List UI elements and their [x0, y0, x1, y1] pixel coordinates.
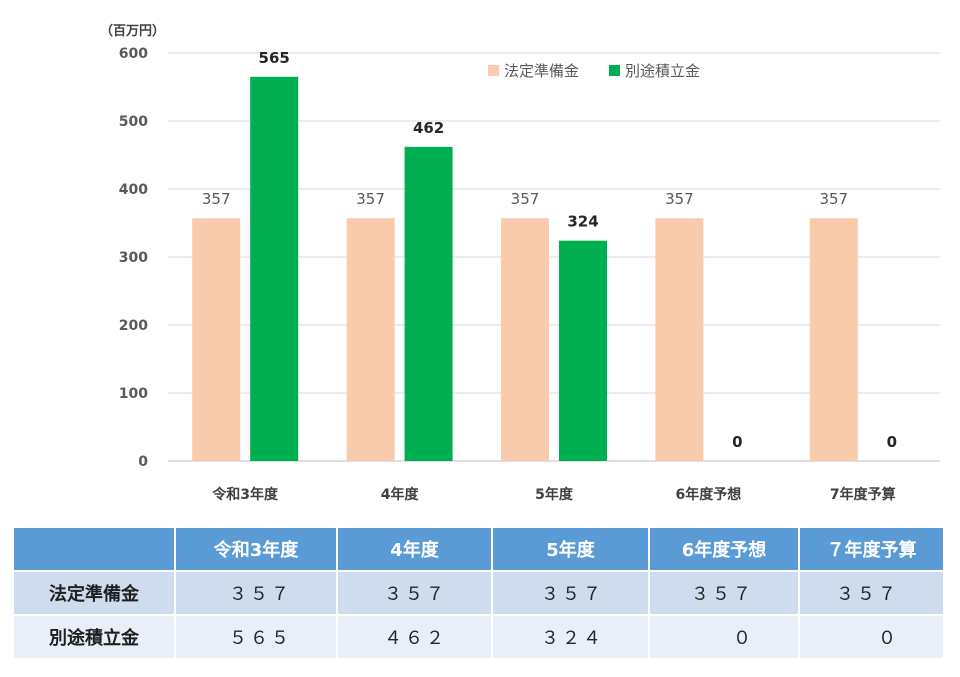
data-label: 357 — [665, 190, 694, 208]
table-cell: ３５７ — [174, 570, 338, 616]
table-cell: ４６２ — [336, 614, 493, 660]
table-header-cell: 4年度 — [336, 526, 493, 572]
bar — [250, 76, 299, 462]
unit-label: （百万円） — [100, 23, 165, 39]
y-tick-label: 500 — [119, 114, 148, 130]
data-table: 令和3年度 4年度 5年度 6年度予想 ７年度予算 法定準備金 ３５７ ３５７ … — [12, 526, 945, 660]
table-cell: ３５７ — [798, 570, 945, 616]
legend-swatch — [609, 65, 620, 76]
y-tick-label: 200 — [119, 318, 148, 334]
bar — [655, 218, 704, 461]
table-cell: ３５７ — [648, 570, 800, 616]
y-tick-label: 400 — [119, 182, 148, 198]
y-tick-label: 0 — [138, 454, 148, 470]
row-label: 法定準備金 — [12, 570, 176, 616]
bar — [346, 218, 395, 461]
table-cell: ３５７ — [491, 570, 650, 616]
table-cell: ５６５ — [174, 614, 338, 660]
data-label: 565 — [259, 49, 290, 67]
table-header-row: 令和3年度 4年度 5年度 6年度予想 ７年度予算 — [12, 526, 945, 572]
data-label: 357 — [511, 190, 540, 208]
bar — [559, 240, 607, 461]
table-header-cell: 6年度予想 — [648, 526, 800, 572]
table-header-cell: 令和3年度 — [174, 526, 338, 572]
legend-label: 別途積立金 — [625, 62, 700, 80]
data-label: 357 — [819, 190, 848, 208]
bar — [501, 218, 549, 461]
x-category-label: 5年度 — [535, 486, 574, 503]
data-label: 0 — [887, 433, 897, 451]
x-category-label: 4年度 — [381, 486, 420, 503]
data-label: 357 — [202, 190, 231, 208]
data-label: 357 — [356, 190, 385, 208]
x-category-label: 7年度予算 — [830, 486, 896, 503]
table-cell: ０ — [648, 614, 800, 660]
x-category-label: 6年度予想 — [676, 486, 742, 503]
legend-swatch — [488, 65, 499, 76]
table-header-cell: 5年度 — [491, 526, 650, 572]
y-axis-ticks: 0 100 200 300 400 500 600 — [119, 46, 148, 470]
bars — [192, 76, 858, 462]
data-label: 0 — [732, 433, 742, 451]
table-header-cell: ７年度予算 — [798, 526, 945, 572]
bar — [809, 218, 858, 461]
table-cell: ３５７ — [336, 570, 493, 616]
legend: 法定準備金 別途積立金 — [488, 62, 700, 80]
table-row: 法定準備金 ３５７ ３５７ ３５７ ３５７ ３５７ — [12, 570, 945, 616]
x-axis-categories: 令和3年度 4年度 5年度 6年度予想 7年度予算 — [211, 486, 895, 503]
table-row: 別途積立金 ５６５ ４６２ ３２４ ０ ０ — [12, 614, 945, 660]
y-tick-label: 300 — [119, 250, 148, 266]
data-label: 462 — [413, 119, 444, 137]
bar — [192, 218, 241, 461]
table-cell: ０ — [798, 614, 945, 660]
table-cell: ３２４ — [491, 614, 650, 660]
legend-label: 法定準備金 — [504, 62, 579, 80]
table-header-corner — [12, 526, 176, 572]
row-label: 別途積立金 — [12, 614, 176, 660]
x-category-label: 令和3年度 — [211, 486, 279, 503]
data-label: 324 — [567, 213, 598, 231]
y-tick-label: 600 — [119, 46, 148, 62]
data-labels: 357 565 357 462 357 324 357 0 357 0 — [202, 49, 897, 451]
y-tick-label: 100 — [119, 386, 148, 402]
bar — [404, 146, 453, 461]
